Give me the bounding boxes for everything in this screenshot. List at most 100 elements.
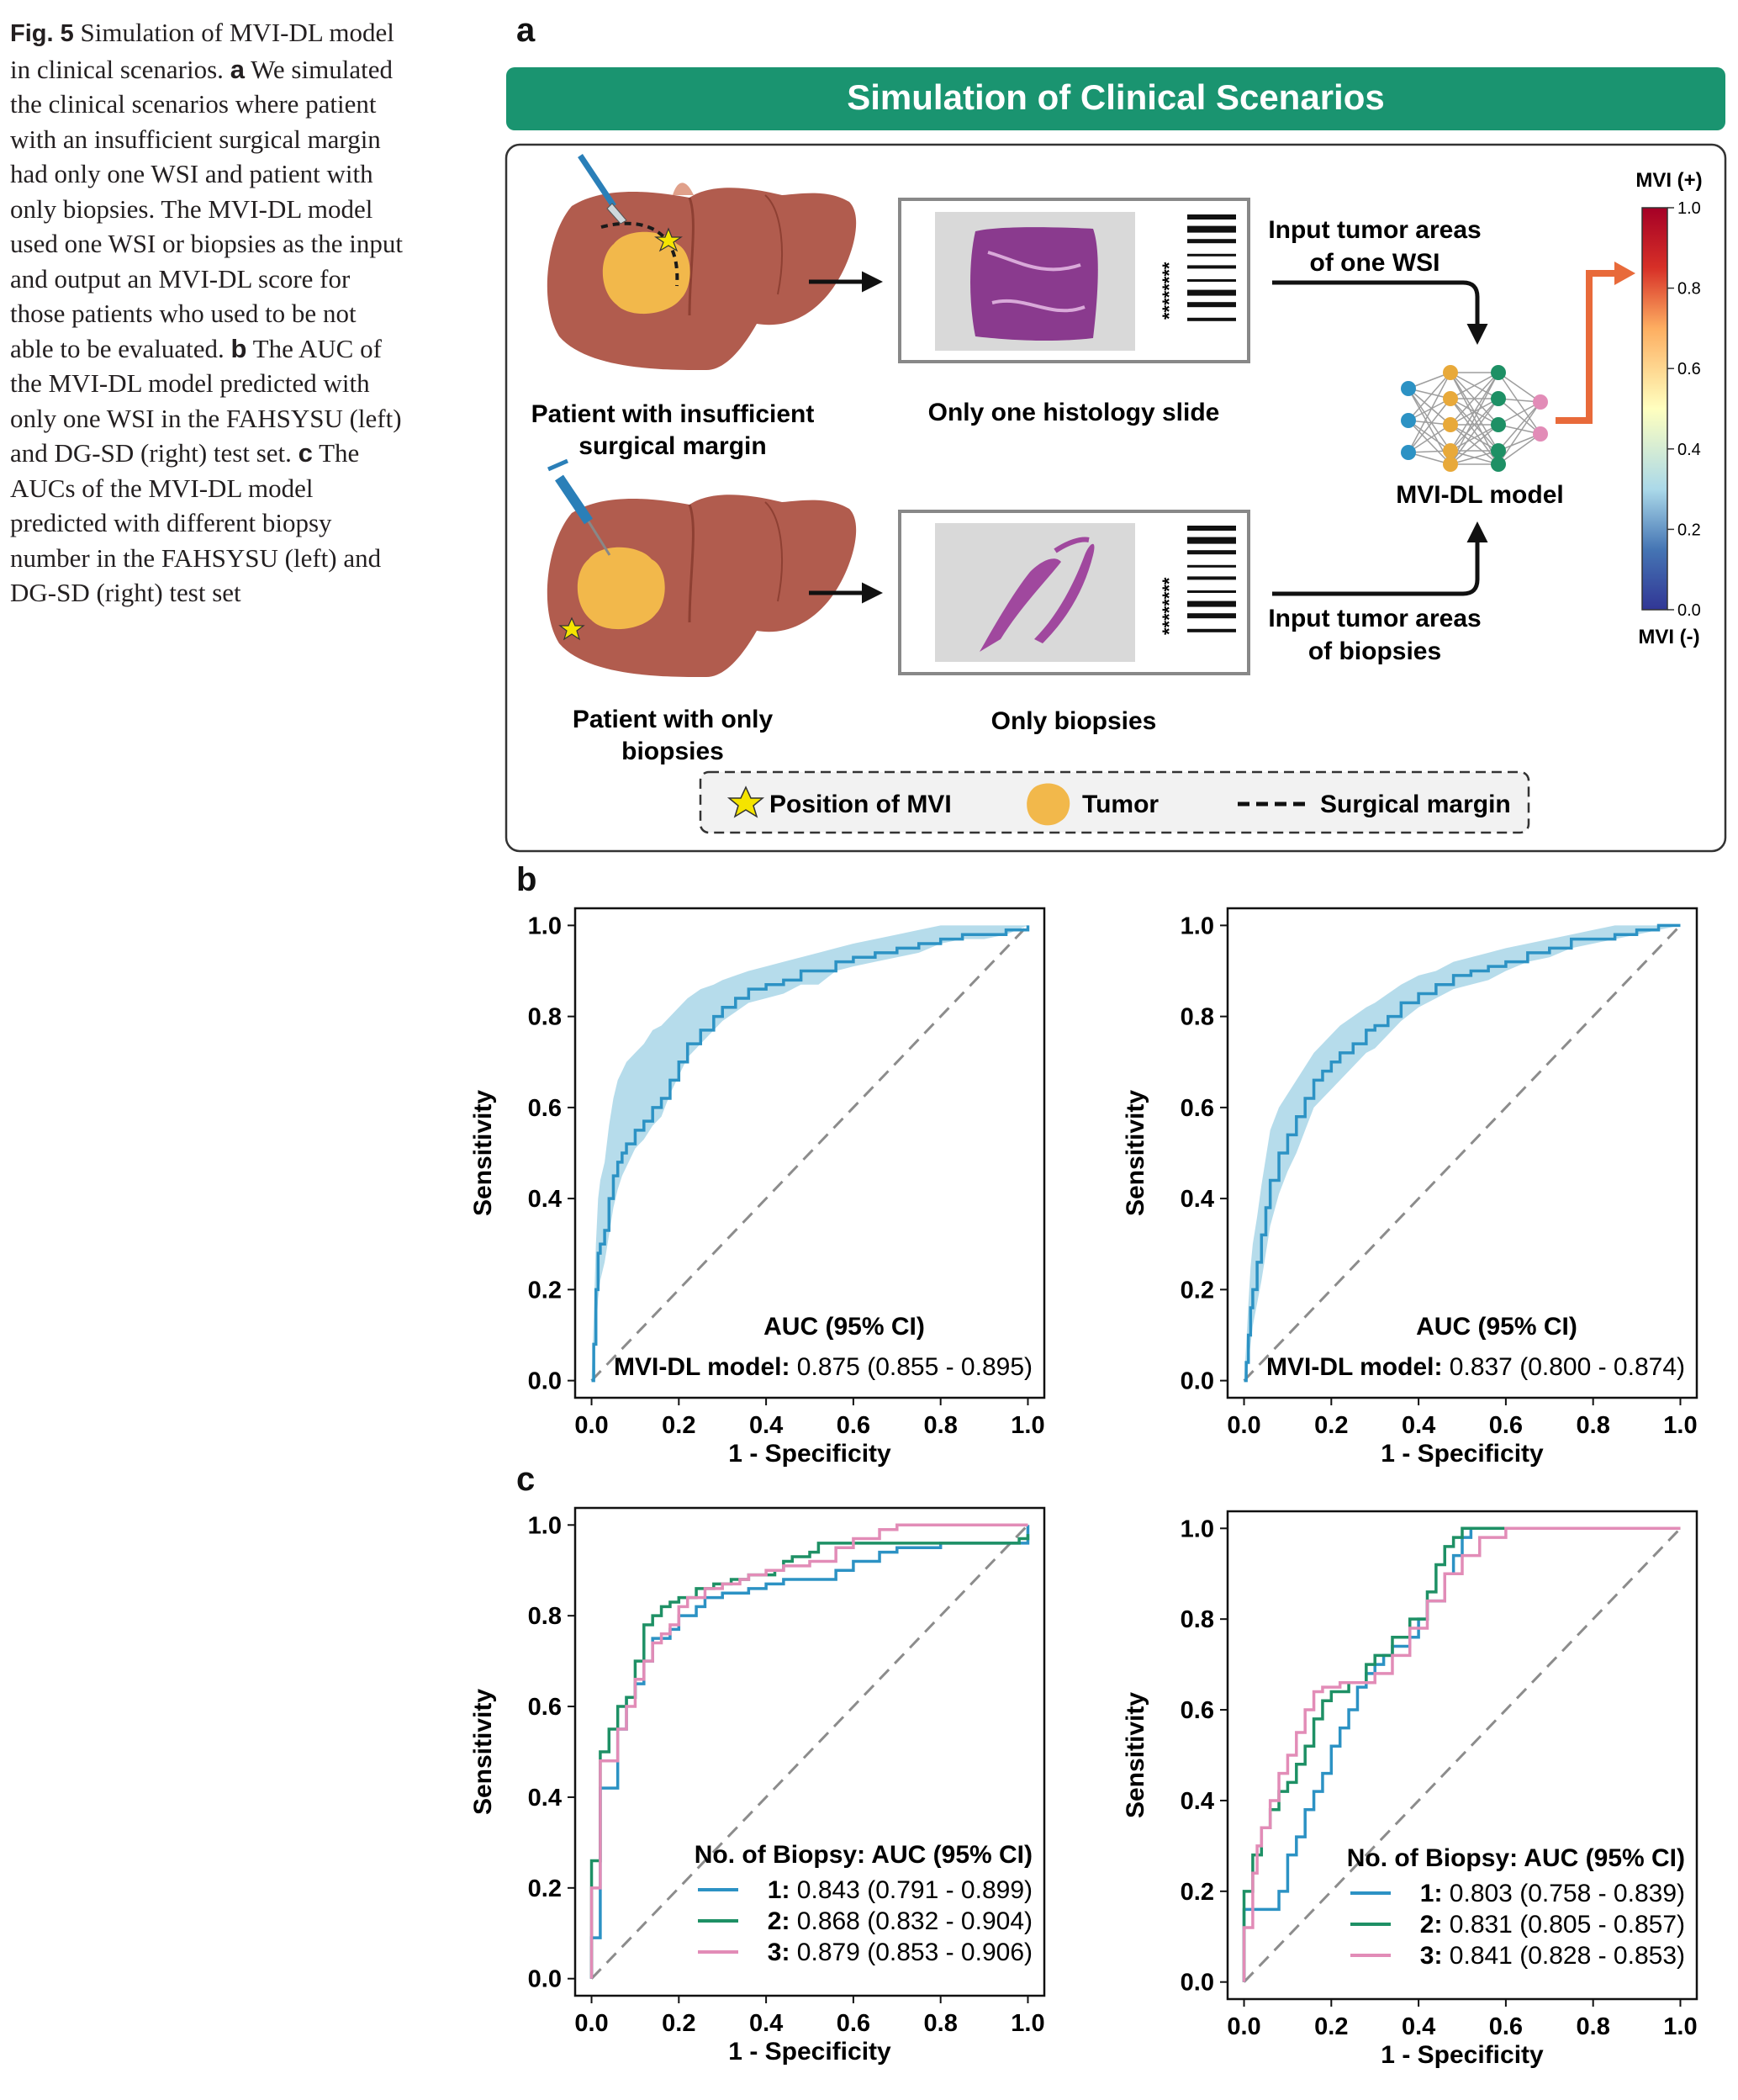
nn-edge (1450, 398, 1499, 465)
ci-band (1244, 925, 1681, 1381)
x-tick-label: 0.2 (1314, 2013, 1348, 2040)
barcode-bar (1187, 265, 1236, 269)
legend-entry: 3: 0.879 (0.853 - 0.906) (768, 1939, 1033, 1966)
barcode-bar (1187, 537, 1236, 544)
arrow-input2 (1272, 521, 1488, 596)
colorbar-tick-label: 0.8 (1677, 280, 1701, 299)
banner (506, 67, 1725, 130)
nn-node (1401, 445, 1416, 460)
he-stain-tissue (970, 227, 1098, 341)
y-axis-label: Sensitivity (1122, 1692, 1149, 1818)
tumor-icon (577, 547, 665, 630)
patient2-label-line1: Patient with only (573, 706, 774, 733)
colorbar (1641, 207, 1668, 611)
legend-entry-label: 3: (1420, 1942, 1450, 1970)
input2-label-line2: of biopsies (1308, 637, 1441, 665)
nn-edge (1408, 398, 1451, 421)
liver-icon (547, 182, 857, 370)
slide2-stars: ******** (1159, 577, 1180, 635)
legend-entry-value: 0.837 (0.800 - 0.874) (1450, 1353, 1685, 1381)
legend-entry-label: MVI-DL model: (1266, 1353, 1450, 1381)
x-tick-label: 0.4 (749, 2010, 783, 2037)
caption-c-text: The AUCs of the MVI-DL model predicted w… (10, 438, 382, 607)
barcode-bar (1187, 289, 1236, 296)
caption-title: Simulation of MVI-DL model in clinical s… (10, 18, 394, 84)
nn-node (1401, 381, 1416, 396)
barcode-icon (1187, 214, 1236, 321)
y-tick-label: 0.4 (528, 1785, 562, 1812)
y-tick-label: 0.0 (528, 1966, 562, 1993)
x-tick-label: 0.6 (1489, 1412, 1523, 1439)
barcode-bar (1187, 317, 1236, 321)
y-tick-label: 1.0 (1181, 912, 1214, 939)
plot-frame (1226, 1510, 1698, 2001)
legend-entry: MVI-DL model: 0.875 (0.855 - 0.895) (614, 1353, 1033, 1381)
y-tick-label: 0.8 (528, 1004, 562, 1031)
legend-entry: 1: 0.843 (0.791 - 0.899) (768, 1876, 1033, 1904)
legend-entry: 2: 0.831 (0.805 - 0.857) (1420, 1911, 1685, 1939)
nn-edge (1498, 401, 1541, 452)
legend-entry-value: 0.841 (0.828 - 0.853) (1450, 1942, 1685, 1970)
model-label: MVI-DL model (1396, 481, 1563, 509)
plot-frame (1226, 907, 1698, 1399)
caption-b-text: The AUC of the MVI-DL model predicted wi… (10, 333, 402, 468)
x-tick-label: 1.0 (1011, 1412, 1044, 1439)
x-axis-label: 1 - Specificity (1381, 2041, 1544, 2069)
legend-title: No. of Biopsy: AUC (95% CI) (695, 1841, 1033, 1869)
legend-margin-label: Surgical margin (1320, 791, 1511, 818)
nn-edge (1408, 372, 1451, 453)
input2-label-line1: Input tumor areas (1268, 605, 1481, 632)
y-tick-label: 0.6 (528, 1694, 562, 1721)
nn-edge (1498, 401, 1541, 426)
nn-edge (1450, 424, 1499, 452)
roc-curve-series-2 (589, 1534, 1030, 1979)
fig-label: Fig. 5 (10, 20, 74, 47)
colorbar-tick-label: 0.2 (1677, 521, 1701, 539)
panel-label-b: b (516, 861, 537, 898)
legend-tumor-label: Tumor (1082, 791, 1159, 818)
roc-curve-series-3 (1242, 1526, 1681, 1982)
star-icon (558, 616, 585, 641)
surgical-margin-line (600, 221, 679, 287)
nn-edge (1450, 372, 1499, 399)
roc-curve-series-3 (589, 1523, 1028, 1979)
x-tick-label: 0.2 (1314, 1412, 1348, 1439)
patient1-label-line2: surgical margin (578, 432, 766, 460)
chance-diagonal (590, 924, 1029, 1382)
barcode-bar (1187, 214, 1236, 220)
nn-edge (1450, 424, 1499, 465)
x-tick-label: 1.0 (1663, 2013, 1697, 2040)
diagram-legend (699, 770, 1530, 834)
x-axis-label: 1 - Specificity (1381, 1440, 1544, 1468)
barcode-bar (1187, 279, 1236, 282)
syringe-icon (547, 458, 611, 556)
barcode-bar (1187, 576, 1236, 580)
nn-node (1443, 457, 1458, 472)
input1-label-line2: of one WSI (1310, 249, 1440, 277)
roc-curve-series-1 (1244, 923, 1681, 1383)
y-tick-label: 0.6 (528, 1095, 562, 1122)
nn-edge (1408, 388, 1451, 452)
nn-node (1491, 457, 1506, 472)
y-axis-label: Sensitivity (469, 1090, 497, 1216)
nn-edge (1408, 372, 1451, 421)
barcode-bar (1187, 253, 1236, 257)
legend-entry-label: 3: (768, 1939, 797, 1966)
x-tick-label: 0.2 (662, 2010, 695, 2037)
nn-node (1491, 417, 1506, 432)
legend-title: No. of Biopsy: AUC (95% CI) (1347, 1844, 1685, 1872)
biopsy-tissue (980, 558, 1061, 652)
y-tick-label: 0.2 (1181, 1277, 1214, 1304)
x-tick-label: 0.8 (1577, 1412, 1610, 1439)
legend-entry-value: 0.868 (0.832 - 0.904) (797, 1907, 1033, 1935)
barcode-bar (1187, 590, 1236, 593)
x-tick-label: 1.0 (1011, 2010, 1044, 2037)
legend-entry-value: 0.831 (0.805 - 0.857) (1450, 1911, 1685, 1939)
nn-node (1533, 426, 1548, 442)
y-tick-label: 0.2 (1181, 1879, 1214, 1906)
nn-edge (1498, 398, 1541, 435)
colorbar-tick-label: 0.4 (1677, 441, 1701, 459)
barcode-bar (1187, 225, 1236, 233)
y-tick-label: 1.0 (1181, 1515, 1214, 1542)
slide2-label: Only biopsies (991, 707, 1157, 735)
